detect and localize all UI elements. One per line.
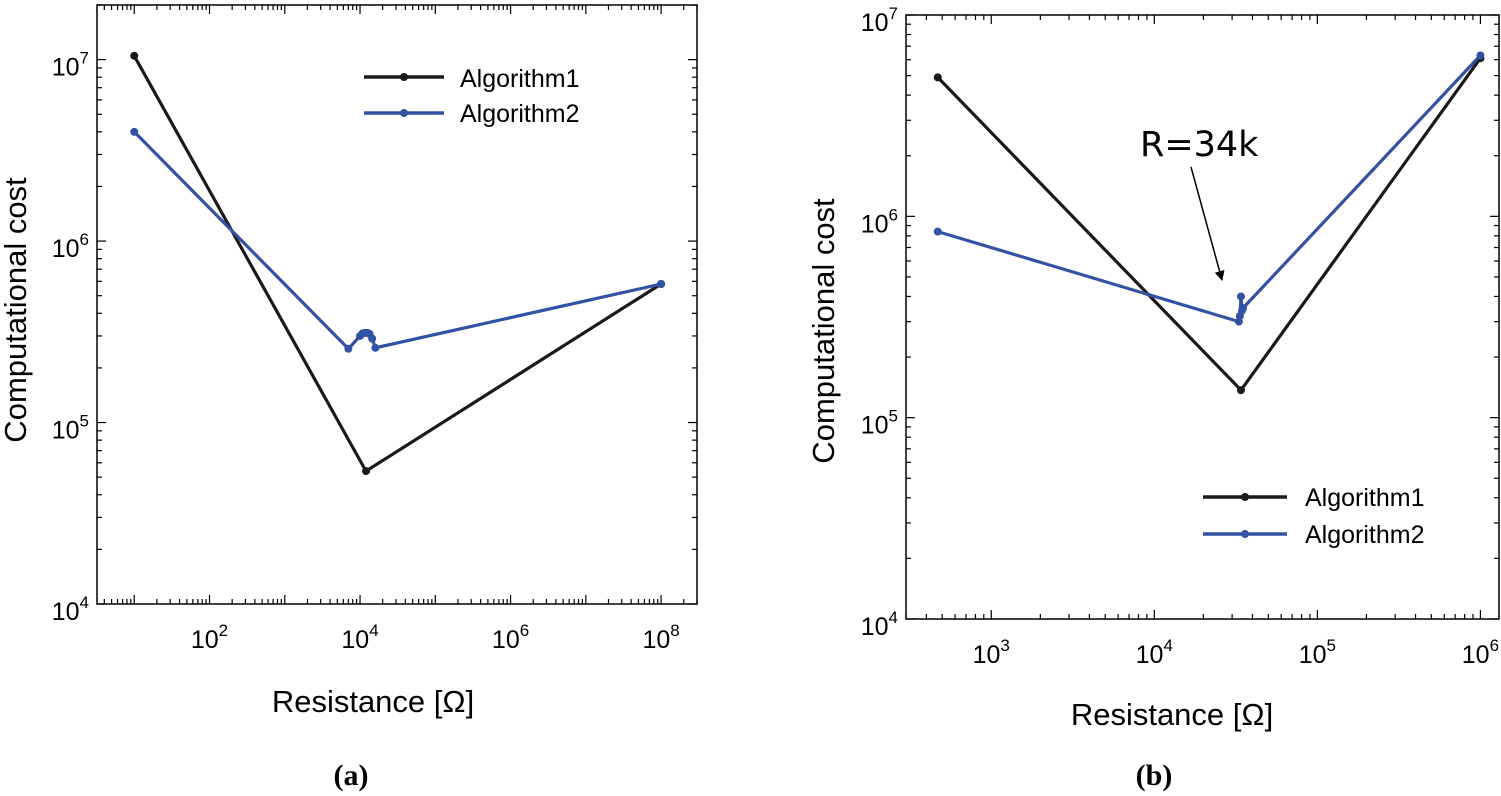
panel-a-y-axis-label: Computational cost bbox=[0, 177, 33, 443]
panel-b-legend-marker-algorithm2 bbox=[1241, 530, 1249, 538]
panel-b-legend-label-algorithm2: Algorithm2 bbox=[1305, 521, 1425, 549]
panel-a-series-line-algorithm1 bbox=[132, 54, 663, 473]
panel-a-data-point-algorithm2 bbox=[371, 343, 380, 352]
panel-b-data-point-algorithm1 bbox=[933, 73, 942, 82]
panel-b-x-tick-label: 106 bbox=[1462, 636, 1499, 669]
panel-b-annotation-label: R=34k bbox=[1140, 125, 1259, 165]
panel-b-data-point-algorithm1 bbox=[1236, 386, 1245, 395]
panel-b-x-tick-label: 104 bbox=[1136, 636, 1173, 669]
panel-b-data-point-algorithm2 bbox=[1236, 292, 1245, 301]
panel-a-data-point-algorithm1 bbox=[130, 51, 139, 60]
panel-a-legend-label-algorithm1: Algorithm1 bbox=[460, 65, 580, 93]
panel-b-x-tick-label: 103 bbox=[973, 636, 1010, 669]
panel-a-x-tick-label: 106 bbox=[492, 621, 529, 654]
panel-b-x-axis-label: Resistance [Ω] bbox=[1071, 697, 1273, 732]
panel-a-data-point-algorithm1 bbox=[361, 467, 370, 476]
panel-b-x-tick-label: 105 bbox=[1299, 636, 1336, 669]
panel-a-legend-marker-algorithm2 bbox=[400, 109, 408, 117]
panel-a-x-tick-label: 104 bbox=[341, 621, 378, 654]
panel-a-y-tick-label: 104 bbox=[52, 593, 89, 626]
panel-b-legend-label-algorithm1: Algorithm1 bbox=[1305, 484, 1425, 512]
panel-b-annotation-arrow bbox=[1190, 166, 1225, 281]
panel-b-series-line-algorithm1 bbox=[936, 56, 1483, 392]
panel-b-legend: Algorithm1 Algorithm2 bbox=[1203, 484, 1425, 549]
panel-a-legend-marker-algorithm1 bbox=[400, 73, 408, 81]
panel-b-y-tick-label: 107 bbox=[861, 4, 898, 37]
panel-a-legend: Algorithm1 Algorithm2 bbox=[364, 65, 580, 128]
panel-b-series-line-algorithm2 bbox=[936, 53, 1483, 324]
panel-b-data-point-algorithm2 bbox=[1476, 51, 1485, 60]
panel-b-plot-frame bbox=[905, 14, 1500, 620]
panel-a-series-line-algorithm2 bbox=[132, 130, 663, 351]
panel-a-legend-label-algorithm2: Algorithm2 bbox=[460, 100, 580, 128]
panel-b-y-tick-label: 106 bbox=[861, 205, 898, 238]
panel-a-caption: (a) bbox=[334, 759, 369, 792]
panel-b-data-point-algorithm2 bbox=[933, 227, 942, 236]
panel-a-data-point-algorithm2 bbox=[344, 344, 353, 353]
panel-a-plot-frame bbox=[96, 4, 698, 605]
panel-b-y-axis-label: Computational cost bbox=[806, 198, 841, 464]
panel-a-data-point-algorithm2 bbox=[130, 127, 139, 136]
panel-b-caption: (b) bbox=[1136, 759, 1173, 792]
panel-a-data-point-algorithm2 bbox=[368, 334, 377, 343]
panel-b-legend-marker-algorithm1 bbox=[1241, 493, 1249, 501]
panel-a-x-tick-label: 102 bbox=[191, 621, 228, 654]
panel-a-x-tick-label: 108 bbox=[642, 621, 679, 654]
panel-a-x-axis-label: Resistance [Ω] bbox=[272, 684, 474, 719]
panel-b-y-tick-label: 105 bbox=[861, 407, 898, 440]
panel-a-y-tick-label: 105 bbox=[52, 412, 89, 445]
panel-b-data-point-algorithm2 bbox=[1239, 304, 1248, 313]
panel-a-y-tick-label: 106 bbox=[52, 230, 89, 263]
panel-b-y-tick-label: 104 bbox=[861, 608, 898, 641]
panel-a-data-point-algorithm2 bbox=[657, 280, 666, 289]
panel-a-y-tick-label: 107 bbox=[52, 49, 89, 82]
